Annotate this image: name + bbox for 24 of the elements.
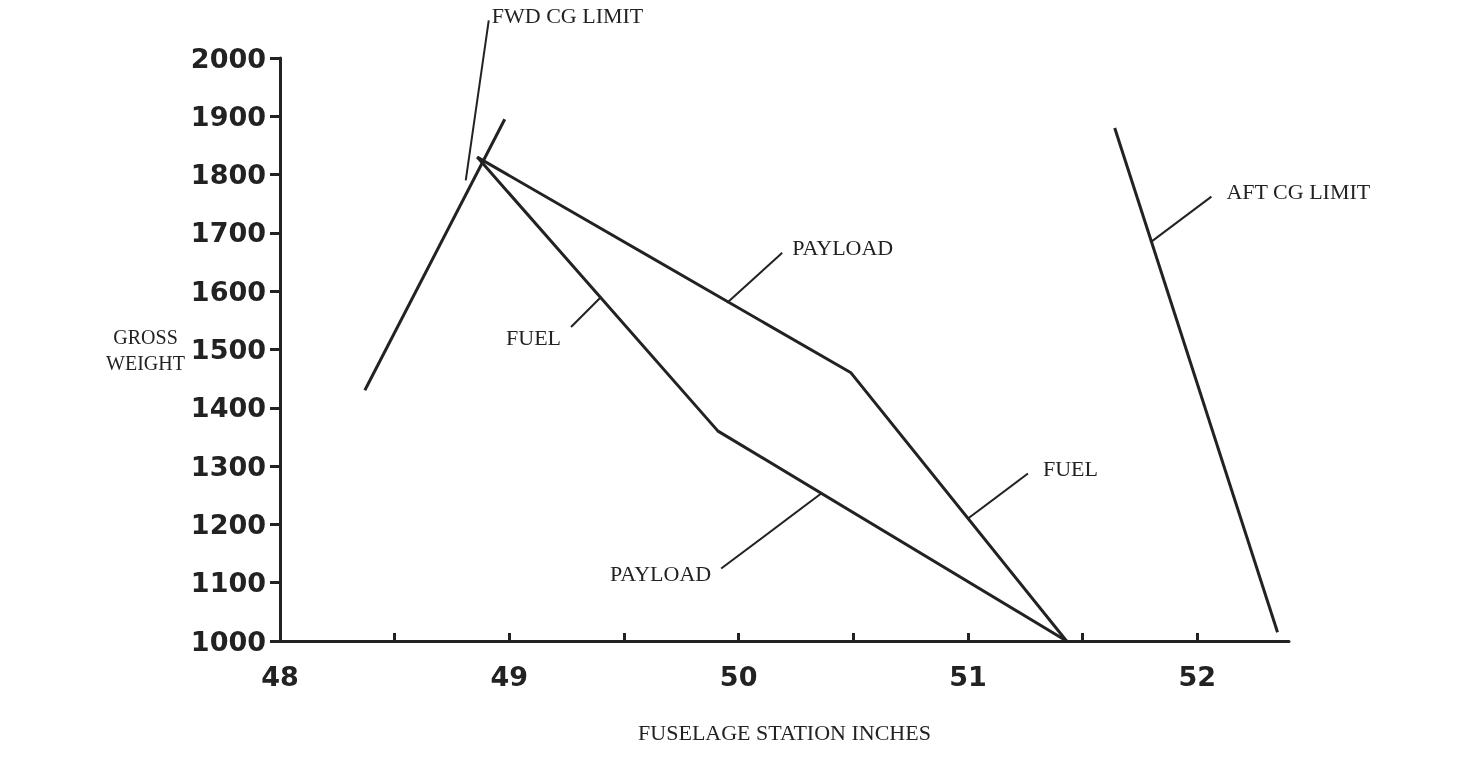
annotation: AFT CG LIMIT [1226, 179, 1371, 205]
y-tick-label: 1300 [190, 450, 266, 482]
y-tick-label: 1400 [190, 392, 266, 424]
y-tick-label: 1700 [190, 217, 266, 249]
y-tick-label: 1200 [190, 508, 266, 540]
annotation: FUEL [506, 324, 562, 350]
y-axis-title: GROSS WEIGHT [106, 325, 185, 374]
annotation: FWD CG LIMIT [491, 2, 644, 28]
annotation: FUEL [1042, 456, 1098, 482]
y-tick-label: 1800 [190, 159, 266, 191]
annotation: PAYLOAD [610, 561, 712, 586]
y-tick-label: 1500 [190, 334, 266, 365]
x-tick-label: 49 [490, 661, 529, 692]
y-tick-label: 1100 [190, 567, 266, 599]
x-axis-title: FUSELAGE STATION INCHES [638, 719, 931, 745]
x-tick-label: 48 [261, 661, 299, 692]
annotation: PAYLOAD [792, 235, 894, 261]
x-tick-label: 51 [949, 661, 987, 692]
y-tick-label: 1000 [190, 625, 266, 657]
y-tick-label: 2000 [190, 42, 266, 74]
x-tick-label: 50 [719, 661, 758, 692]
y-tick-label: 1600 [190, 275, 266, 307]
y-tick-label: 1900 [190, 100, 266, 132]
x-tick-label: 52 [1178, 661, 1217, 692]
